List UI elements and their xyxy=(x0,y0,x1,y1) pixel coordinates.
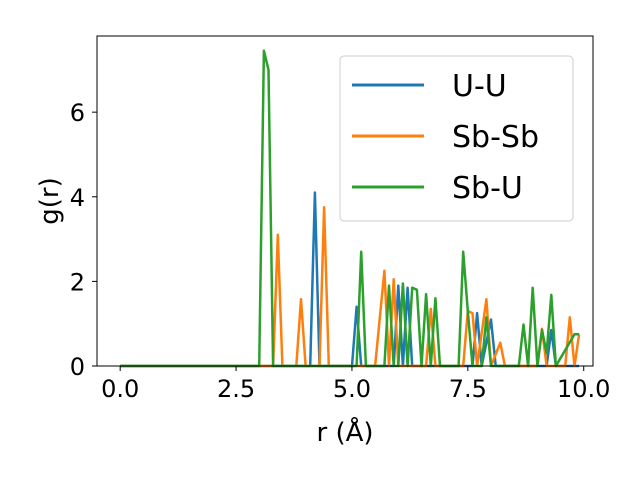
x-axis-ticks: 0.0 2.5 5.0 7.5 10.0 xyxy=(101,366,610,403)
x-tick-label: 0.0 xyxy=(101,375,139,403)
series-line-sb-u xyxy=(120,49,580,368)
x-axis-label: r (Å) xyxy=(316,416,373,448)
y-axis-label: g(r) xyxy=(35,177,65,224)
series-line-sb-sb xyxy=(120,206,581,368)
y-axis-ticks: 0 2 4 6 xyxy=(70,99,97,381)
y-tick-label: 2 xyxy=(70,268,85,296)
x-tick-label: 5.0 xyxy=(333,375,371,403)
y-tick-label: 4 xyxy=(70,184,85,212)
y-tick-label: 0 xyxy=(70,353,85,381)
x-tick-label: 7.5 xyxy=(449,375,487,403)
y-tick-label: 6 xyxy=(70,99,85,127)
legend-label-sb-sb: Sb-Sb xyxy=(452,120,539,155)
legend: U-U Sb-Sb Sb-U xyxy=(339,55,574,222)
x-tick-label: 10.0 xyxy=(557,375,610,403)
legend-label-sb-u: Sb-U xyxy=(452,171,523,206)
legend-label-u-u: U-U xyxy=(452,69,507,104)
x-tick-label: 2.5 xyxy=(217,375,255,403)
plot-frame xyxy=(96,35,594,367)
legend-box xyxy=(339,55,574,222)
